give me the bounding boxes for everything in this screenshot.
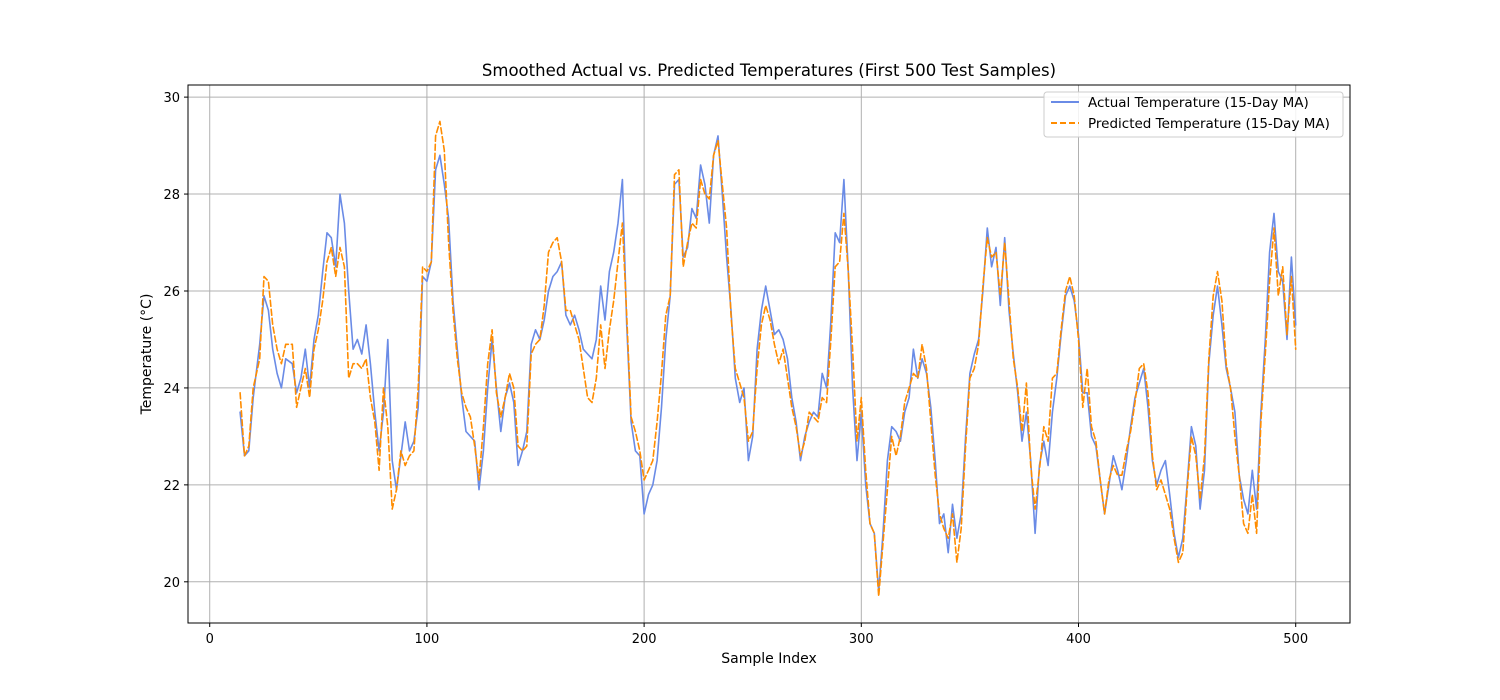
x-axis-label: Sample Index <box>721 651 816 667</box>
legend-label-actual: Actual Temperature (15-Day MA) <box>1088 95 1309 111</box>
y-tick-label: 30 <box>163 91 180 106</box>
legend-box <box>1043 91 1344 138</box>
x-axis: 0 100 200 300 400 500 <box>206 623 1308 647</box>
y-tick-label: 20 <box>163 576 180 591</box>
y-tick-label: 24 <box>163 382 180 397</box>
predicted-temperature-line <box>239 120 1297 598</box>
y-tick-label: 22 <box>163 479 180 494</box>
chart-title: Smoothed Actual vs. Predicted Temperatur… <box>482 61 1056 80</box>
y-axis: 20 22 24 26 28 30 <box>163 91 188 591</box>
x-tick-label: 200 <box>632 632 657 647</box>
series-lines <box>239 120 1297 598</box>
x-tick-label: 500 <box>1283 632 1308 647</box>
x-tick-label: 100 <box>415 632 440 647</box>
y-tick-label: 26 <box>163 285 180 300</box>
y-axis-label: Temperature (°C) <box>139 294 155 416</box>
x-tick-label: 300 <box>849 632 874 647</box>
actual-temperature-line <box>239 135 1297 593</box>
gridlines <box>188 85 1350 623</box>
legend-label-predicted: Predicted Temperature (15-Day MA) <box>1088 116 1330 132</box>
x-tick-label: 400 <box>1066 632 1091 647</box>
plot-area-frame <box>187 84 1351 624</box>
y-tick-label: 28 <box>163 188 180 203</box>
x-tick-label: 0 <box>206 632 214 647</box>
legend: Actual Temperature (15-Day MA) Predicted… <box>1043 91 1344 138</box>
